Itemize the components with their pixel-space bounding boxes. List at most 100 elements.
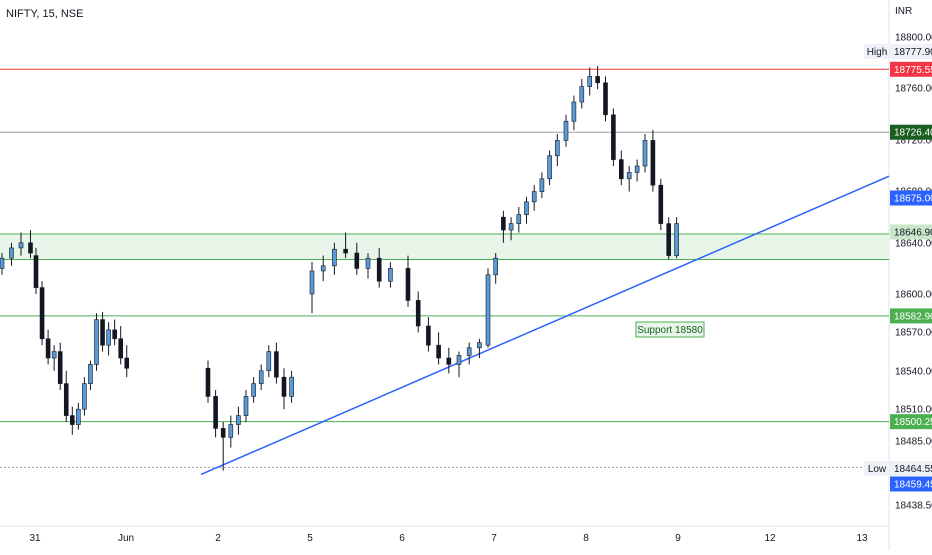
trendline[interactable]: [200, 175, 890, 476]
candle-body: [332, 248, 337, 267]
annotation-layer[interactable]: Support 18580: [635, 321, 705, 338]
support-price-label-1-text: 18582.90: [894, 311, 932, 322]
candle-body: [57, 351, 63, 384]
support-zone-fill: [0, 233, 889, 260]
price-axis[interactable]: 18800.0018760.0018720.0018680.0018640.00…: [895, 33, 932, 512]
candle-body: [309, 270, 315, 295]
candle-body: [354, 252, 360, 269]
low-caption-bg: [864, 461, 890, 476]
time-tick-label: Jun: [118, 533, 134, 544]
candle-body: [485, 274, 491, 346]
support-zone: [0, 233, 889, 260]
candle-body: [39, 287, 45, 340]
candle-body: [405, 268, 411, 301]
currency-label: INR: [895, 6, 913, 17]
candle-body: [571, 101, 577, 122]
low-bottom-price-label-bg: [890, 476, 932, 492]
time-axis[interactable]: 31 Jun 2 5 6 7 8 9 12 13: [29, 533, 868, 544]
candle-body: [508, 223, 514, 231]
high-value-label-bg: [890, 44, 932, 59]
candle-body: [634, 165, 640, 173]
time-tick-label: 9: [675, 533, 681, 544]
candle-body: [220, 428, 226, 438]
price-tick-label: 18640.00: [895, 239, 932, 250]
candle-body: [289, 376, 294, 397]
candle-body: [642, 140, 648, 167]
candle-body: [595, 76, 600, 84]
candle-body: [82, 383, 87, 410]
support-price-label-1-bg: [890, 308, 932, 324]
time-tick-label: 6: [399, 533, 405, 544]
price-tick-label: 18760.00: [895, 84, 932, 95]
candle-body: [118, 338, 123, 359]
trendline-layer[interactable]: [200, 175, 890, 476]
price-tick-label: 18510.00: [895, 405, 932, 416]
candle-body: [266, 351, 272, 372]
candle-body: [9, 247, 14, 259]
candle-body: [466, 347, 472, 356]
low-bottom-price-label: 18459.45: [890, 476, 932, 492]
candle-body: [258, 370, 264, 384]
price-tick-label: 18485.00: [895, 437, 932, 448]
support-annotation-box: [635, 321, 705, 338]
time-tick-label: 5: [307, 533, 313, 544]
price-tick-label: 18438.50: [895, 501, 932, 512]
grey-level-price-label: 18726.40: [890, 124, 932, 140]
candle-body: [650, 140, 656, 186]
low-value-label-text: 18464.55: [894, 464, 932, 475]
candle-body: [45, 338, 51, 359]
candle-body: [106, 329, 111, 346]
candle-body: [446, 357, 452, 365]
candle-body: [539, 178, 545, 192]
time-tick-label: 8: [583, 533, 589, 544]
candle-body: [456, 355, 462, 365]
candle-body: [365, 257, 371, 269]
candle-body: [124, 357, 130, 369]
price-labels: High 18777.90 18775.55 18726.40 18675.00 1864…: [864, 44, 932, 492]
candle-body: [388, 268, 393, 282]
support-annotation[interactable]: Support 18580: [635, 321, 705, 338]
grey-level-price-label-bg: [890, 124, 932, 140]
candle-body: [343, 248, 348, 254]
zone-top-price-label: 18646.90: [890, 224, 932, 240]
low-bottom-price-label-text: 18459.45: [894, 480, 932, 491]
candle-body: [415, 300, 421, 327]
time-tick-label: 31: [29, 533, 41, 544]
low-value-label-bg: [890, 461, 932, 476]
candle-body: [88, 364, 93, 384]
candle-body: [579, 86, 585, 103]
candle-body: [524, 201, 529, 215]
resistance-price-label: 18775.55: [890, 61, 932, 77]
high-caption-bg: [864, 44, 890, 59]
high-value-label: 18777.90: [890, 44, 932, 59]
candle-body: [666, 223, 672, 256]
symbol-title[interactable]: NIFTY, 15, NSE: [6, 8, 84, 20]
candle-body: [603, 82, 608, 116]
support-annotation-text: Support 18580: [637, 325, 703, 336]
candle-body: [94, 319, 99, 365]
candle-body: [626, 172, 632, 180]
high-caption-label: High: [864, 44, 890, 59]
candle-body: [477, 342, 482, 349]
candle-body: [243, 396, 249, 416]
support-price-label-2-text: 18500.25: [894, 417, 932, 428]
candle-body: [228, 424, 234, 438]
candle-body: [70, 415, 75, 425]
support-price-label-2-bg: [890, 414, 932, 430]
resistance-price-label-text: 18775.55: [894, 65, 932, 76]
high-value-label-text: 18777.90: [894, 47, 932, 58]
zone-top-price-label-bg: [890, 224, 932, 240]
candle-body: [51, 351, 57, 359]
candle-body: [376, 257, 382, 282]
candle-body: [611, 114, 616, 160]
candles: [0, 66, 679, 471]
resistance-price-label-bg: [890, 61, 932, 77]
horizontal-levels[interactable]: [0, 68, 889, 468]
support-price-label-1: 18582.90: [890, 308, 932, 324]
price-tick-label: 18720.00: [895, 136, 932, 147]
candle-body: [112, 329, 117, 340]
candle-body: [76, 408, 81, 425]
candle-body: [493, 257, 499, 276]
